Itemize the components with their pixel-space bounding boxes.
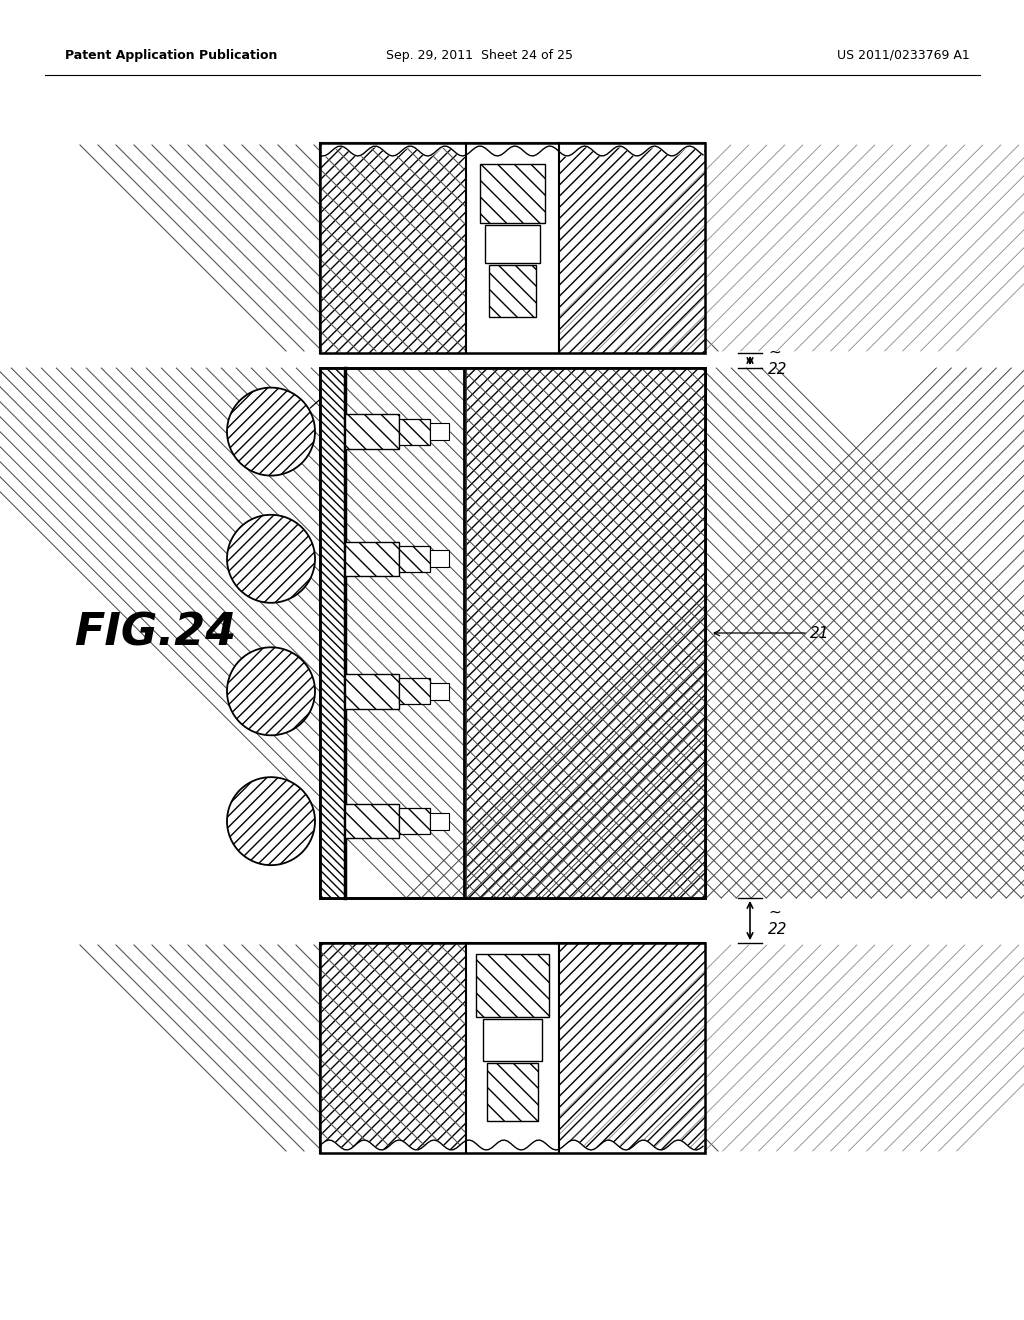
Bar bbox=[345, 541, 399, 576]
Bar bbox=[483, 1019, 542, 1060]
Bar bbox=[399, 546, 430, 572]
Text: US 2011/0233769 A1: US 2011/0233769 A1 bbox=[838, 49, 970, 62]
Circle shape bbox=[227, 388, 315, 475]
Bar bbox=[559, 143, 705, 352]
Text: ~
22: ~ 22 bbox=[768, 345, 787, 376]
Bar bbox=[430, 682, 449, 700]
Circle shape bbox=[227, 777, 315, 865]
Bar bbox=[559, 942, 705, 1152]
Bar bbox=[430, 424, 449, 440]
Text: 21: 21 bbox=[810, 626, 829, 640]
Bar bbox=[561, 945, 703, 1151]
Bar bbox=[480, 164, 545, 223]
Circle shape bbox=[227, 515, 315, 603]
Bar bbox=[489, 264, 536, 317]
Circle shape bbox=[227, 647, 315, 735]
Bar bbox=[430, 813, 449, 829]
Bar bbox=[475, 953, 550, 1016]
Text: 17: 17 bbox=[284, 403, 303, 417]
Bar bbox=[322, 945, 464, 1151]
Text: FIG.24: FIG.24 bbox=[74, 611, 237, 655]
Bar bbox=[319, 942, 466, 1152]
Bar bbox=[466, 143, 559, 352]
Text: Patent Application Publication: Patent Application Publication bbox=[65, 49, 278, 62]
Bar bbox=[430, 550, 449, 568]
Bar bbox=[319, 368, 345, 898]
Bar bbox=[466, 368, 705, 898]
Bar bbox=[319, 143, 705, 352]
Text: ~
22: ~ 22 bbox=[768, 904, 787, 937]
Bar bbox=[399, 678, 430, 704]
Bar bbox=[399, 808, 430, 834]
Bar bbox=[486, 1063, 539, 1121]
Bar bbox=[319, 368, 705, 898]
Bar bbox=[466, 368, 705, 898]
Bar bbox=[319, 368, 705, 898]
Bar bbox=[322, 145, 464, 351]
Text: Sep. 29, 2011  Sheet 24 of 25: Sep. 29, 2011 Sheet 24 of 25 bbox=[386, 49, 573, 62]
Bar bbox=[345, 675, 399, 709]
Bar bbox=[484, 224, 541, 263]
Bar bbox=[319, 942, 705, 1152]
Bar bbox=[319, 143, 466, 352]
Bar bbox=[319, 942, 705, 1152]
Bar bbox=[345, 414, 399, 449]
Bar bbox=[466, 942, 559, 1152]
Bar bbox=[319, 143, 705, 352]
Bar bbox=[561, 145, 703, 351]
Bar bbox=[399, 418, 430, 445]
Bar bbox=[345, 804, 399, 838]
